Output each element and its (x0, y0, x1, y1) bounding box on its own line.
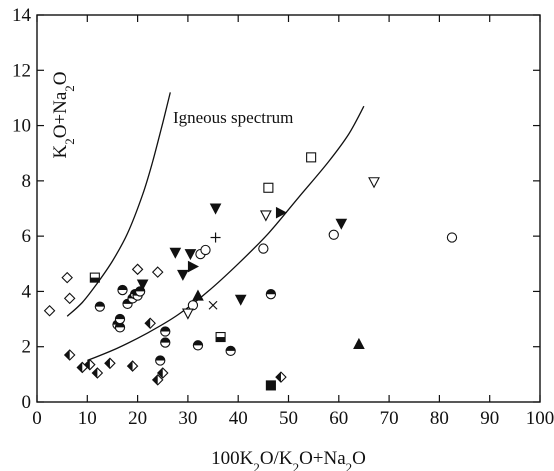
data-point-diamond-half (275, 371, 287, 383)
y-tick-label: 10 (12, 116, 31, 137)
data-point-circle-half (160, 326, 171, 337)
data-point-tri-down-filled (177, 269, 189, 281)
igneous-spectrum-curve-1 (66, 92, 171, 317)
data-point-diamond-half (104, 357, 116, 370)
tick-layer: 0 10 20 30 40 50 60 70 80 90 100 0 2 4 6 8 10 12 14 (12, 5, 554, 429)
x-tick-label: 20 (128, 408, 147, 429)
data-point-diamond-half (91, 367, 104, 379)
data-point-circle-open (446, 232, 458, 243)
x-tick-label: 100 (526, 408, 554, 429)
x-tick-label: 30 (178, 408, 197, 429)
data-point-square-half (89, 272, 100, 283)
data-point-plus (210, 232, 221, 243)
data-point-tri-down-filled (209, 203, 222, 215)
data-point-diamond-half (151, 374, 164, 386)
data-point-diamond-half (156, 367, 169, 379)
data-point-tri-down-open (259, 210, 272, 222)
data-point-circle-half (134, 286, 146, 297)
igneous-spectrum-curve-2 (87, 105, 365, 362)
data-point-tri-down-filled (184, 249, 197, 261)
data-point-tri-right-filled (275, 206, 288, 219)
data-point-tri-up-filled (353, 337, 365, 349)
data-point-circle-open (200, 244, 211, 256)
x-tick-label: 60 (329, 408, 348, 429)
x-tick-label: 0 (32, 408, 42, 429)
x-tick-label: 40 (229, 408, 248, 429)
data-point-diamond-open (131, 263, 144, 276)
data-point-circle-open (187, 300, 199, 311)
data-point-tri-right-filled (187, 260, 200, 273)
data-point-circle-open (258, 243, 269, 254)
data-point-diamond-open (151, 266, 164, 278)
data-point-diamond-half (144, 317, 156, 329)
marker-layer (43, 152, 458, 391)
x-tick-label: 80 (430, 408, 449, 429)
plot-frame (36, 14, 541, 403)
data-point-circle-half (114, 313, 126, 325)
data-point-tri-up-filled (192, 289, 204, 301)
data-point-square-open (306, 152, 317, 163)
annotation-igneous-spectrum: Igneous spectrum (173, 108, 293, 127)
x-axis-title: 100K2O/K2O+Na2O (211, 448, 366, 471)
data-point-circle-half (114, 322, 126, 333)
data-point-cross (208, 300, 218, 310)
data-point-diamond-open (61, 271, 73, 284)
data-point-square-filled (265, 380, 276, 391)
x-tick-label: 10 (78, 408, 97, 429)
data-point-tri-down-filled (169, 247, 182, 259)
data-point-diamond-open (63, 292, 76, 305)
x-tick-label: 70 (380, 408, 399, 429)
y-tick-label: 0 (22, 392, 32, 413)
y-tick-label: 14 (12, 5, 32, 26)
data-point-circle-half (265, 289, 277, 300)
curve-layer (66, 92, 365, 362)
x-tick-label: 50 (279, 408, 298, 429)
x-tick-label: 90 (480, 408, 499, 429)
data-point-diamond-half (84, 358, 96, 371)
data-point-diamond-half (126, 360, 139, 372)
data-point-circle-half (225, 345, 236, 357)
data-point-tri-down-open (368, 177, 380, 189)
data-point-circle-half (192, 340, 204, 351)
data-point-circle-half (94, 301, 106, 312)
y-axis-title: K2O+Na2O (50, 71, 77, 158)
data-point-tri-down-open (181, 308, 194, 320)
y-tick-label: 2 (22, 337, 32, 358)
data-point-square-open (263, 182, 274, 193)
data-point-circle-open (328, 229, 339, 240)
data-point-diamond-open (43, 305, 56, 317)
y-tick-label: 4 (22, 281, 32, 302)
data-point-square-half (215, 331, 226, 343)
data-point-tri-down-filled (136, 279, 149, 291)
data-point-circle-half (160, 337, 171, 348)
y-tick-label: 12 (12, 60, 31, 81)
y-tick-label: 6 (22, 226, 32, 247)
data-point-circle-half (117, 284, 128, 296)
data-point-diamond-half (63, 349, 76, 361)
data-point-tri-down-filled (335, 218, 348, 230)
data-point-tri-down-filled (234, 294, 247, 306)
y-tick-label: 8 (22, 171, 32, 192)
data-point-circle-half (155, 355, 166, 366)
